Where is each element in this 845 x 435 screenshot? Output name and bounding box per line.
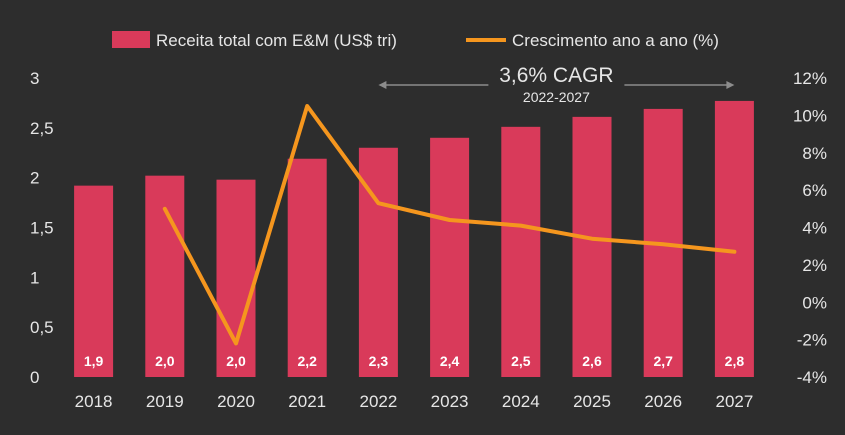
legend: Receita total com E&M (US$ tri) Crescimen… (112, 31, 719, 50)
bar-value-label: 1,9 (84, 353, 104, 369)
left-axis: 0 0,5 1 1,5 2 2,5 3 (30, 69, 54, 387)
right-tick-label: 6% (802, 181, 827, 200)
bar-labels: 1,9 2,0 2,0 2,2 2,3 2,4 2,5 2,6 2,7 2,8 (84, 353, 744, 369)
x-tick-label: 2019 (146, 392, 184, 411)
left-tick-label: 0,5 (30, 318, 54, 337)
bar-2020 (216, 179, 256, 377)
x-tick-label: 2018 (75, 392, 113, 411)
bar-value-label: 2,2 (297, 353, 317, 369)
bar-value-label: 2,3 (369, 353, 389, 369)
bar-2018 (74, 185, 114, 377)
legend-label-growth: Crescimento ano a ano (%) (512, 31, 719, 50)
cagr-subtitle: 2022-2027 (523, 89, 590, 105)
x-tick-label: 2024 (502, 392, 540, 411)
cagr-title: 3,6% CAGR (499, 64, 613, 87)
x-tick-label: 2020 (217, 392, 255, 411)
bar-value-label: 2,8 (725, 353, 745, 369)
left-tick-label: 3 (30, 69, 39, 88)
bar-2021 (287, 158, 327, 377)
left-tick-label: 2 (30, 169, 39, 188)
right-axis: -4% -2% 0% 2% 4% 6% 8% 10% 12% (793, 69, 827, 387)
bar-value-label: 2,0 (155, 353, 175, 369)
x-tick-label: 2023 (431, 392, 469, 411)
right-tick-label: -2% (797, 331, 827, 350)
bar-2023 (430, 137, 470, 377)
x-tick-label: 2021 (288, 392, 326, 411)
x-tick-label: 2026 (644, 392, 682, 411)
bar-value-label: 2,6 (582, 353, 602, 369)
bar-value-label: 2,4 (440, 353, 460, 369)
bar-value-label: 2,5 (511, 353, 531, 369)
right-tick-label: 4% (802, 219, 827, 238)
bar-2025 (572, 116, 612, 378)
bar-2024 (501, 126, 541, 377)
cagr-arrowhead-left (378, 81, 387, 89)
right-tick-label: 10% (793, 106, 827, 125)
right-tick-label: -4% (797, 368, 827, 387)
bar-2027 (714, 100, 754, 377)
x-tick-label: 2025 (573, 392, 611, 411)
x-tick-label: 2027 (715, 392, 753, 411)
x-tick-label: 2022 (359, 392, 397, 411)
bars (74, 100, 754, 378)
right-tick-label: 8% (802, 144, 827, 163)
legend-swatch-revenue (112, 31, 150, 48)
left-tick-label: 2,5 (30, 119, 54, 138)
bar-value-label: 2,0 (226, 353, 246, 369)
bar-value-label: 2,7 (653, 353, 673, 369)
left-tick-label: 1 (30, 268, 39, 287)
cagr-arrowhead-right (726, 81, 735, 89)
left-tick-label: 1,5 (30, 219, 54, 238)
bar-2019 (145, 175, 185, 377)
cagr-annotation: 3,6% CAGR 2022-2027 (378, 64, 735, 105)
x-axis: 2018 2019 2020 2021 2022 2023 2024 2025 2026 2027 (75, 392, 754, 411)
right-tick-label: 2% (802, 256, 827, 275)
right-tick-label: 0% (802, 293, 827, 312)
growth-line (162, 104, 737, 346)
legend-label-revenue: Receita total com E&M (US$ tri) (156, 31, 397, 50)
right-tick-label: 12% (793, 69, 827, 88)
left-tick-label: 0 (30, 368, 39, 387)
